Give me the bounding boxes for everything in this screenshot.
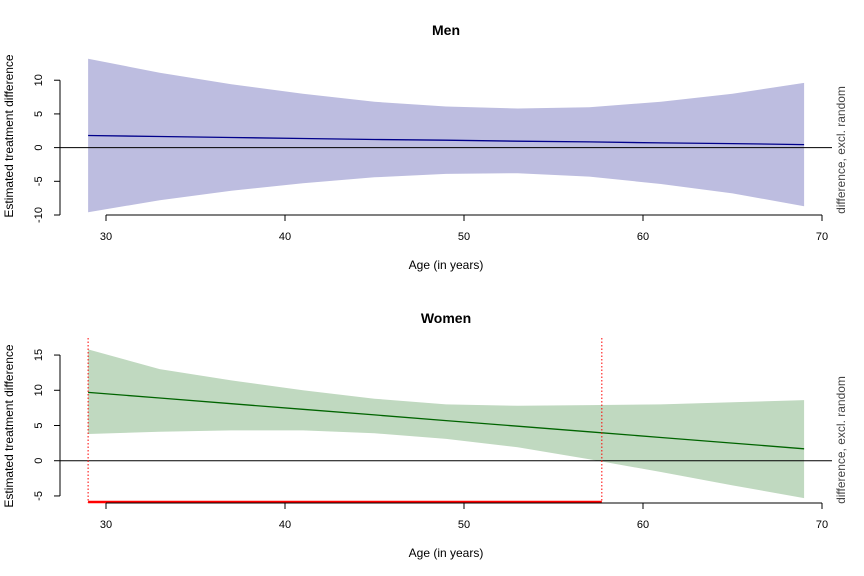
right-axis-label: difference, excl. random — [834, 376, 848, 504]
y-tick-label: -10 — [33, 207, 45, 223]
y-tick-label: 15 — [33, 349, 45, 361]
x-tick-label: 50 — [458, 231, 470, 243]
x-tick-label: 30 — [100, 519, 112, 531]
chart-title: Women — [421, 310, 471, 326]
estimate-line — [88, 134, 805, 146]
y-tick-label: -5 — [33, 176, 45, 186]
x-tick-label: 40 — [279, 231, 291, 243]
y-tick-label: 5 — [33, 422, 45, 428]
chart-title: Men — [432, 22, 460, 38]
x-axis-label: Age (in years) — [409, 258, 484, 272]
right-axis-label: difference, excl. random — [834, 86, 848, 214]
men-panel: Men Age (in years) Estimated treatment d… — [2, 22, 848, 272]
y-tick-label: -5 — [33, 491, 45, 501]
y-tick-label: 5 — [33, 111, 45, 117]
x-tick-label: 40 — [279, 519, 291, 531]
x-tick-label: 30 — [100, 231, 112, 243]
y-tick-label: 10 — [33, 74, 45, 86]
women-panel: Women Age (in years) Estimated treatment… — [2, 310, 848, 560]
x-tick-label: 50 — [458, 519, 470, 531]
y-axis-label: Estimated treatment difference — [2, 344, 16, 508]
confidence-band — [88, 58, 805, 213]
confidence-band — [88, 349, 805, 499]
x-tick-label: 70 — [816, 519, 828, 531]
y-tick-label: 10 — [33, 384, 45, 396]
estimate-line — [88, 391, 805, 450]
y-axis-label: Estimated treatment difference — [2, 54, 16, 218]
x-tick-label: 70 — [816, 231, 828, 243]
y-tick-label: 0 — [33, 145, 45, 151]
y-tick-label: 0 — [33, 458, 45, 464]
x-axis-label: Age (in years) — [409, 546, 484, 560]
x-tick-label: 60 — [637, 231, 649, 243]
x-tick-label: 60 — [637, 519, 649, 531]
